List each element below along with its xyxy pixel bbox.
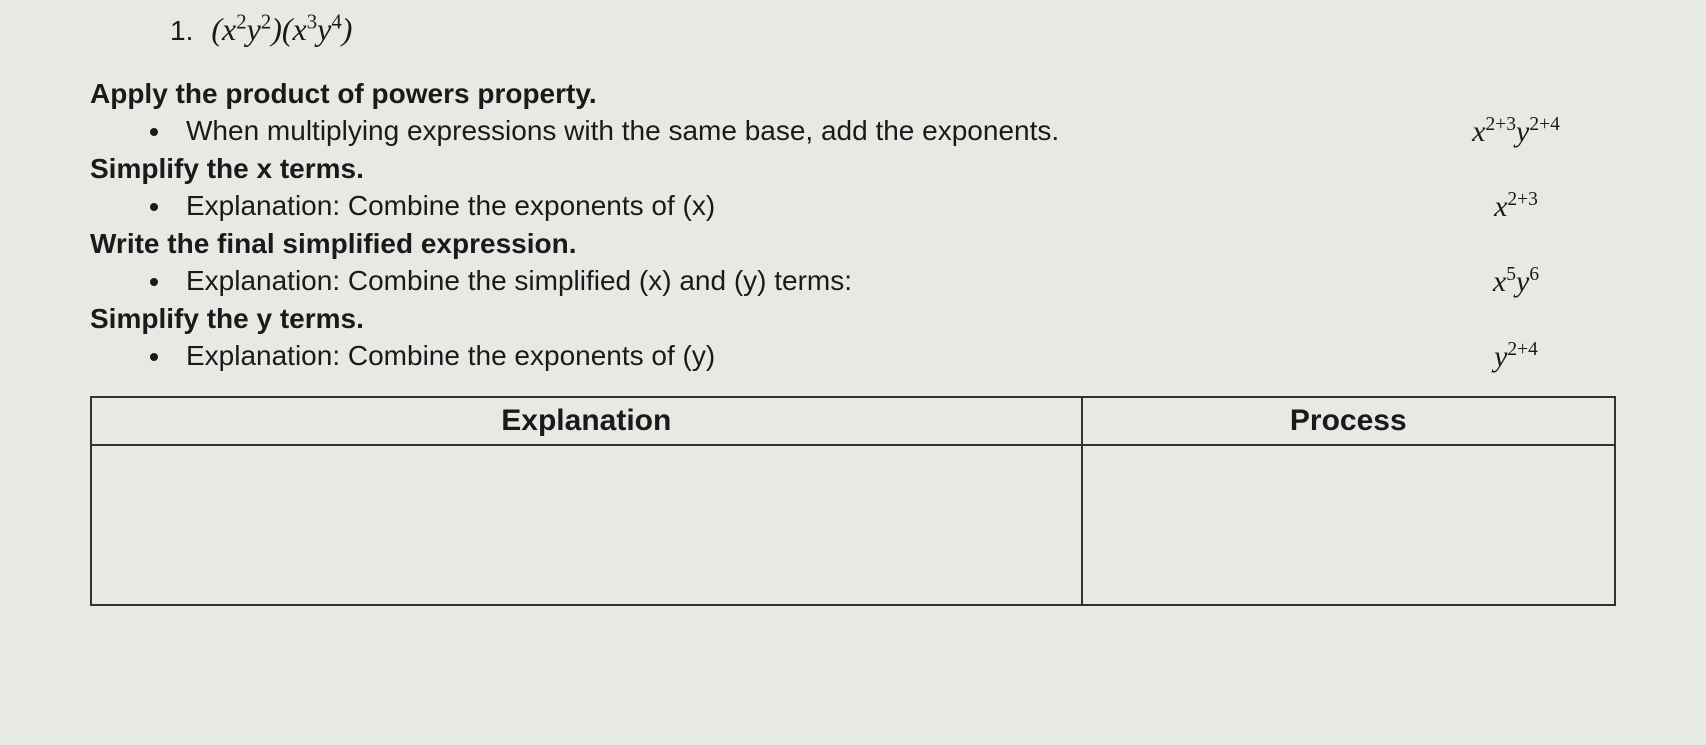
step-bullet-row: Explanation: Combine the exponents of (x… [90,189,1616,224]
bullet-icon [150,203,158,211]
step-process-math: x2+3 [1416,189,1616,224]
bullet-icon [150,353,158,361]
step-row: Simplify the x terms. [90,153,1616,185]
cell-explanation[interactable] [91,445,1082,605]
step-bullet-text: Explanation: Combine the simplified (x) … [186,265,852,297]
step-process-math: x2+3y2+4 [1416,114,1616,149]
step-title: Write the final simplified expression. [90,228,1376,260]
step-row: Apply the product of powers property. [90,78,1616,110]
header-explanation: Explanation [91,397,1082,445]
cell-process[interactable] [1082,445,1615,605]
step-process-math: y2+4 [1416,339,1616,374]
step-title: Apply the product of powers property. [90,78,1376,110]
step-title: Simplify the x terms. [90,153,1376,185]
step-process-math: x5y6 [1416,264,1616,299]
step-bullet-row: Explanation: Combine the simplified (x) … [90,264,1616,299]
problem-number: 1. [170,15,193,46]
problem-math: (x2y2)(x3y4) [211,11,352,47]
step-title: Simplify the y terms. [90,303,1376,335]
bullet-icon [150,278,158,286]
step-row: Simplify the y terms. [90,303,1616,335]
step-bullet-row: When multiplying expressions with the sa… [90,114,1616,149]
problem-expression: 1. (x2y2)(x3y4) [170,10,1616,48]
step-row: Write the final simplified expression. [90,228,1616,260]
steps-container: Apply the product of powers property. Wh… [90,78,1616,374]
step-bullet-row: Explanation: Combine the exponents of (y… [90,339,1616,374]
step-bullet-text: When multiplying expressions with the sa… [186,115,1059,147]
step-bullet-text: Explanation: Combine the exponents of (x… [186,190,715,222]
table-header-row: Explanation Process [91,397,1615,445]
step-bullet-text: Explanation: Combine the exponents of (y… [186,340,715,372]
answer-table: Explanation Process [90,396,1616,606]
worksheet-page: 1. (x2y2)(x3y4) Apply the product of pow… [0,0,1706,626]
table-row [91,445,1615,605]
bullet-icon [150,128,158,136]
header-process: Process [1082,397,1615,445]
